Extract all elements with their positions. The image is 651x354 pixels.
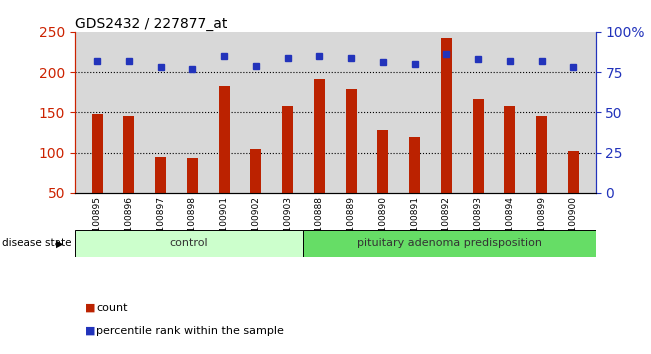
Bar bbox=[155, 157, 166, 233]
Bar bbox=[187, 158, 198, 233]
Bar bbox=[473, 99, 484, 233]
Text: percentile rank within the sample: percentile rank within the sample bbox=[96, 326, 284, 336]
Text: GDS2432 / 227877_at: GDS2432 / 227877_at bbox=[75, 17, 227, 31]
Bar bbox=[303, 230, 596, 257]
Bar bbox=[441, 38, 452, 233]
Text: pituitary adenoma predisposition: pituitary adenoma predisposition bbox=[357, 238, 542, 249]
Bar bbox=[378, 130, 389, 233]
Bar bbox=[536, 116, 547, 233]
Text: ■: ■ bbox=[85, 326, 95, 336]
Bar bbox=[219, 86, 230, 233]
Text: count: count bbox=[96, 303, 128, 313]
Bar bbox=[314, 79, 325, 233]
Bar bbox=[568, 151, 579, 233]
Text: disease state: disease state bbox=[2, 238, 72, 249]
Text: ■: ■ bbox=[85, 303, 95, 313]
Bar bbox=[251, 149, 262, 233]
Bar bbox=[282, 106, 293, 233]
Bar bbox=[409, 137, 420, 233]
Text: ▶: ▶ bbox=[56, 238, 64, 249]
Bar bbox=[75, 230, 303, 257]
Bar bbox=[123, 116, 134, 233]
Text: control: control bbox=[169, 238, 208, 249]
Bar bbox=[505, 106, 516, 233]
Bar bbox=[346, 89, 357, 233]
Bar bbox=[92, 114, 103, 233]
